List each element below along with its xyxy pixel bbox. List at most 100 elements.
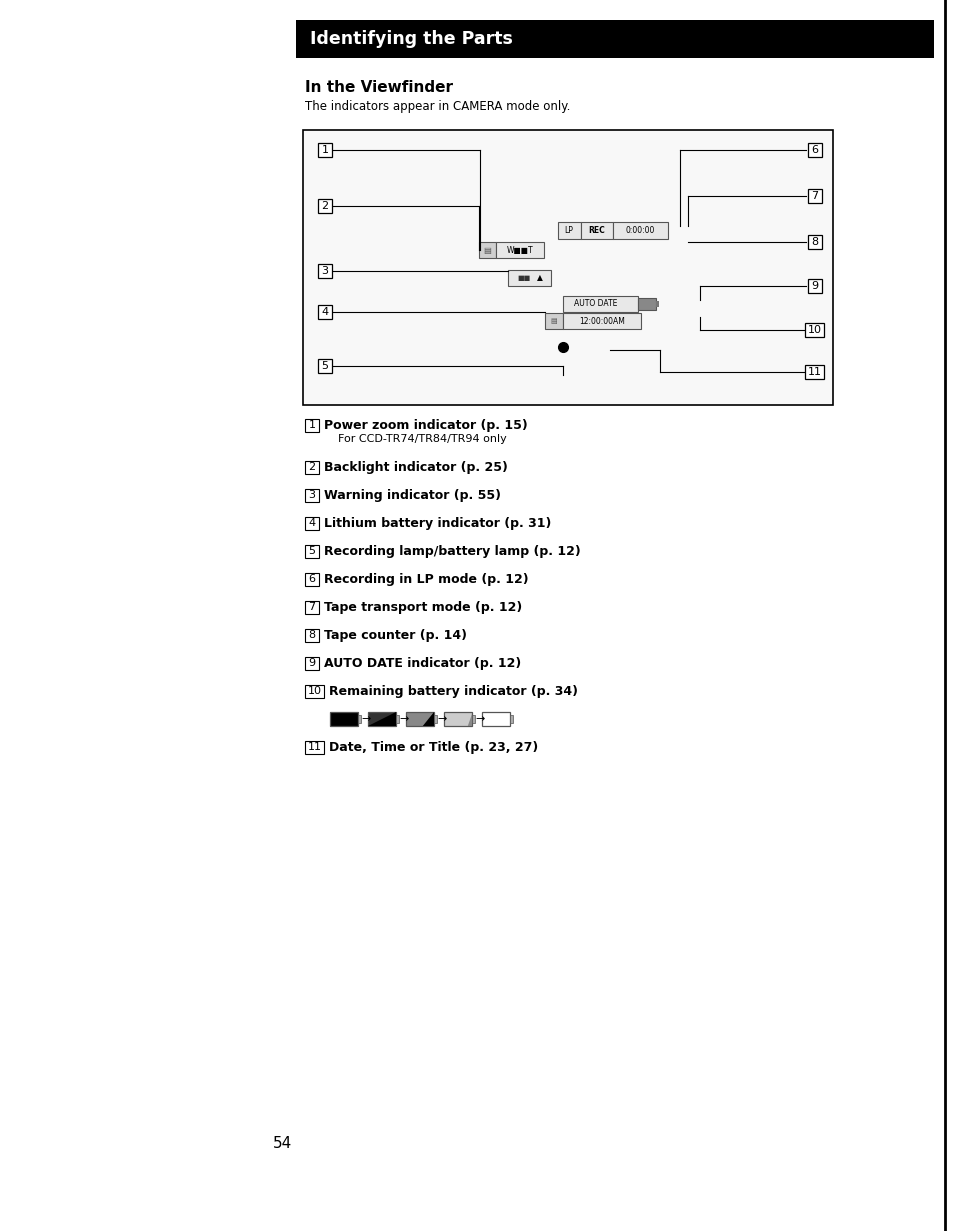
Text: 10: 10: [807, 325, 821, 335]
Text: For CCD-TR74/TR84/TR94 only: For CCD-TR74/TR84/TR94 only: [337, 435, 506, 444]
Text: →: →: [436, 714, 446, 724]
Bar: [317, 305, 332, 319]
Text: 4: 4: [308, 518, 315, 528]
Text: AUTO DATE indicator (p. 12): AUTO DATE indicator (p. 12): [324, 656, 520, 670]
Text: ▲: ▲: [537, 273, 542, 282]
Bar: [295, 20, 933, 58]
Bar: [807, 143, 821, 158]
Text: ▤: ▤: [550, 318, 557, 324]
Bar: [558, 222, 580, 239]
Bar: [305, 572, 318, 586]
Bar: [544, 313, 562, 329]
Text: 11: 11: [307, 742, 321, 752]
Text: In the Viewfinder: In the Viewfinder: [305, 80, 453, 95]
Text: 3: 3: [321, 266, 328, 276]
Text: Recording in LP mode (p. 12): Recording in LP mode (p. 12): [324, 572, 528, 586]
Bar: [317, 359, 332, 373]
Bar: [481, 712, 510, 726]
Text: 7: 7: [308, 602, 315, 612]
Text: LP: LP: [564, 227, 573, 235]
Text: Remaining battery indicator (p. 34): Remaining battery indicator (p. 34): [329, 684, 578, 698]
Bar: [368, 712, 395, 726]
Bar: [478, 243, 496, 259]
Bar: [804, 366, 823, 379]
Text: Lithium battery indicator (p. 31): Lithium battery indicator (p. 31): [324, 517, 551, 529]
Bar: [562, 313, 640, 329]
Text: ▤: ▤: [482, 245, 491, 255]
Text: 11: 11: [807, 367, 821, 377]
Bar: [562, 295, 638, 311]
Bar: [305, 684, 324, 698]
Text: 4: 4: [321, 307, 328, 318]
Bar: [317, 263, 332, 278]
Text: Warning indicator (p. 55): Warning indicator (p. 55): [324, 489, 500, 501]
Bar: [305, 419, 318, 432]
Text: 2: 2: [321, 201, 328, 211]
Text: 8: 8: [308, 630, 315, 640]
Bar: [305, 656, 318, 670]
Text: →: →: [399, 714, 408, 724]
Bar: [507, 270, 551, 286]
Text: 8: 8: [811, 238, 818, 247]
Bar: [305, 629, 318, 641]
Text: 5: 5: [321, 361, 328, 371]
Bar: [580, 222, 613, 239]
Bar: [305, 601, 318, 613]
Text: 12:00:00AM: 12:00:00AM: [578, 316, 624, 325]
Bar: [395, 715, 398, 723]
Bar: [406, 712, 434, 726]
Text: 2: 2: [308, 462, 315, 471]
Polygon shape: [368, 712, 395, 726]
Bar: [305, 489, 318, 501]
Text: 9: 9: [308, 659, 315, 668]
Text: 10: 10: [307, 686, 321, 696]
Text: →: →: [361, 714, 371, 724]
Polygon shape: [422, 712, 434, 726]
Bar: [330, 712, 357, 726]
Text: 6: 6: [308, 574, 315, 583]
Text: Tape counter (p. 14): Tape counter (p. 14): [324, 629, 467, 641]
Bar: [807, 190, 821, 203]
Text: →: →: [475, 714, 484, 724]
Text: 0:00:00: 0:00:00: [624, 227, 654, 235]
Text: ■■: ■■: [517, 275, 530, 281]
Text: Date, Time or Title (p. 23, 27): Date, Time or Title (p. 23, 27): [329, 741, 537, 753]
Bar: [434, 715, 436, 723]
Polygon shape: [467, 714, 472, 726]
Bar: [613, 222, 667, 239]
Text: 5: 5: [308, 547, 315, 556]
Text: 54: 54: [274, 1135, 293, 1151]
Text: 6: 6: [811, 145, 818, 155]
Text: W■■T: W■■T: [506, 245, 533, 255]
Text: 7: 7: [811, 191, 818, 201]
Bar: [317, 143, 332, 158]
Bar: [496, 243, 543, 259]
Bar: [305, 741, 324, 753]
Bar: [303, 130, 832, 405]
Text: REC: REC: [588, 227, 605, 235]
Text: 9: 9: [811, 281, 818, 291]
Bar: [317, 199, 332, 213]
Text: 1: 1: [308, 420, 315, 430]
Bar: [638, 298, 656, 310]
Text: Recording lamp/battery lamp (p. 12): Recording lamp/battery lamp (p. 12): [324, 544, 580, 558]
Bar: [357, 715, 360, 723]
Bar: [807, 279, 821, 293]
Text: Tape transport mode (p. 12): Tape transport mode (p. 12): [324, 601, 521, 613]
Bar: [472, 715, 475, 723]
Bar: [510, 715, 513, 723]
Text: Identifying the Parts: Identifying the Parts: [310, 30, 513, 48]
Text: The indicators appear in CAMERA mode only.: The indicators appear in CAMERA mode onl…: [305, 100, 570, 113]
Text: 1: 1: [321, 145, 328, 155]
Text: Power zoom indicator (p. 15): Power zoom indicator (p. 15): [324, 419, 527, 432]
Bar: [804, 323, 823, 337]
Text: Backlight indicator (p. 25): Backlight indicator (p. 25): [324, 460, 507, 474]
Bar: [443, 712, 472, 726]
Bar: [305, 517, 318, 529]
Bar: [305, 460, 318, 474]
Bar: [807, 235, 821, 249]
Bar: [305, 544, 318, 558]
Bar: [656, 302, 659, 307]
Text: AUTO DATE: AUTO DATE: [574, 299, 617, 309]
Text: 3: 3: [308, 490, 315, 500]
